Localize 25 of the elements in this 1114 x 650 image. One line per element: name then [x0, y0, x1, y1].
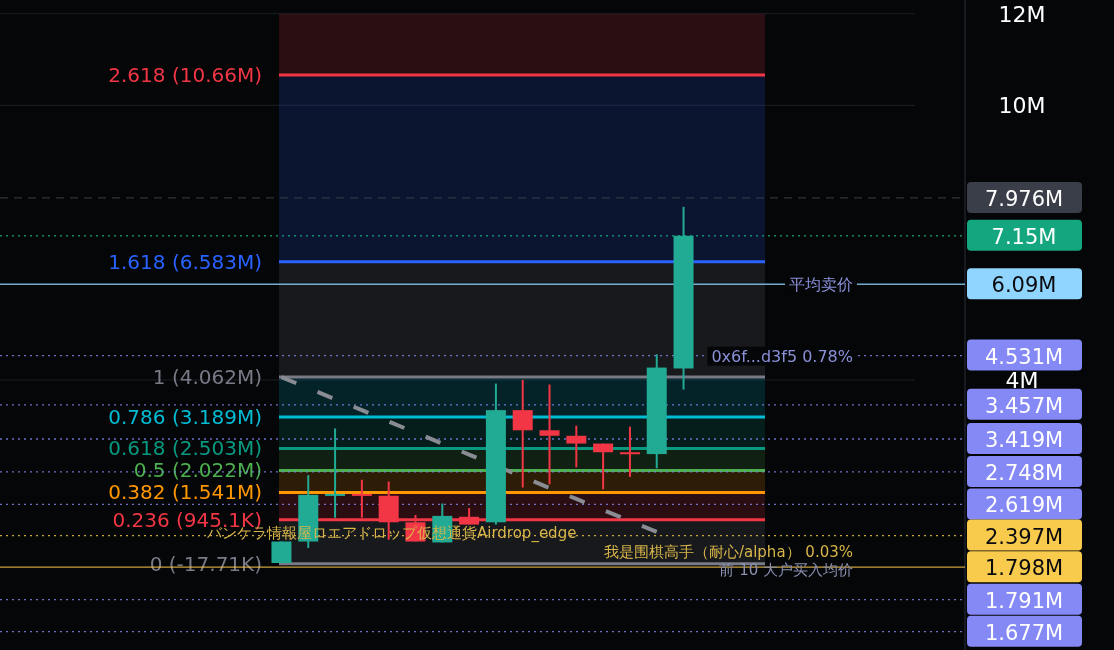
band: 2.618 (10.66M) [108, 13, 765, 88]
y-tick-label: 12M [998, 1, 1046, 27]
ref-line-label: 4.531M [984, 344, 1064, 369]
ref-line-label: 6.09M [991, 273, 1057, 298]
ref-line-label: 1.791M [984, 588, 1064, 613]
ref-line-label: 1.798M [984, 556, 1064, 581]
ref-line-label: 7.976M [984, 186, 1064, 211]
ref-line-label: 7.15M [991, 224, 1057, 249]
band-label: 1.618 (6.583M) [108, 249, 262, 274]
band-label: 1 (4.062M) [152, 365, 262, 390]
y-tick-label: 4M [1005, 367, 1039, 393]
band-label: 0.618 (2.503M) [108, 436, 262, 461]
ref-line-label: 3.419M [984, 427, 1064, 452]
ref-line-label: 2.619M [984, 493, 1064, 518]
band-label: 0.5 (2.022M) [133, 458, 262, 483]
band-label: 2.618 (10.66M) [108, 63, 262, 88]
ref-line-label: 1.677M [984, 620, 1064, 645]
band-label: 0.382 (1.541M) [108, 480, 262, 505]
y-tick-label: 10M [998, 93, 1046, 119]
ref-line-label: 2.397M [984, 524, 1064, 549]
label-ground: 平均卖价 [785, 275, 857, 295]
band-label: 0.786 (3.189M) [108, 405, 262, 430]
ref-line-label: 2.748M [984, 460, 1064, 485]
annotation: 我是围棋高手（耐心/alpha） 0.03% [603, 543, 853, 561]
ref-line-label: 3.457M [984, 393, 1064, 418]
